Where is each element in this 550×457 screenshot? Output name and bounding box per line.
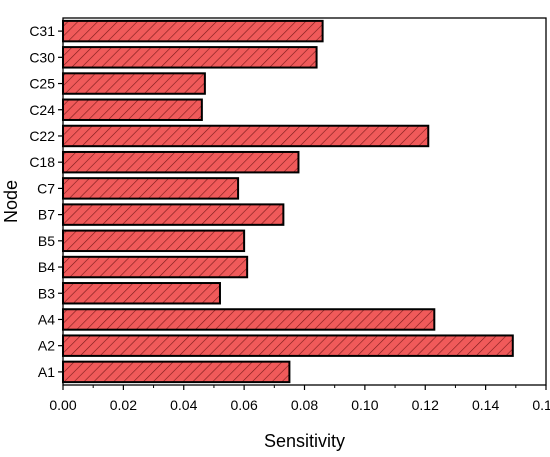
x-tick-label: 0.08 [291,397,318,413]
y-axis-label: Node [1,180,21,223]
x-axis-label: Sensitivity [264,431,345,451]
bar-a2 [62,334,514,357]
x-tick-label: 0.00 [49,397,76,413]
bar-b7 [62,203,285,226]
y-tick-label: B3 [38,285,55,301]
y-tick-label: A1 [38,364,55,380]
x-tick-label: 0.02 [110,397,137,413]
x-tick-label: 0.14 [472,397,499,413]
bar-a4 [62,308,436,331]
y-tick-label: C7 [37,180,55,196]
y-tick-label: C22 [29,128,55,144]
bar-c30 [62,46,318,69]
y-tick-label: C18 [29,154,55,170]
bar-c18 [62,150,300,174]
y-tick-label: C31 [29,23,55,39]
x-tick-label: 0.10 [351,397,378,413]
y-tick-label: B4 [38,259,55,275]
bar-b3 [62,282,221,305]
bar-c7 [62,177,240,200]
y-tick-label: C30 [29,49,55,65]
y-tick-label: C25 [29,76,55,92]
y-tick-label: A2 [38,338,55,354]
x-axis-ticks: 0.00 0.02 0.04 0.06 0.08 0.10 0.12 0.14 0.16 [49,385,550,413]
bar-c25 [62,72,206,95]
x-tick-label: 0.04 [170,397,197,413]
y-axis-ticks: A1 A2 A4 B3 B4 B5 B7 C7 C18 C22 C24 C25 C30 C31 [29,23,63,380]
bar-c24 [62,98,203,121]
y-tick-label: B5 [38,233,55,249]
x-tick-label: 0.06 [231,397,258,413]
y-tick-label: B7 [38,207,55,223]
y-tick-label: A4 [38,311,55,327]
x-tick-label: 0.12 [412,397,439,413]
y-tick-label: C24 [29,102,55,118]
bar-b5 [62,229,246,253]
bar-c22 [62,124,430,148]
bar-a1 [62,360,291,384]
bar-c31 [62,19,324,43]
bars-group [62,19,514,384]
bar-b4 [62,255,249,279]
plot-frame [62,17,547,386]
x-tick-label: 0.16 [532,397,550,413]
